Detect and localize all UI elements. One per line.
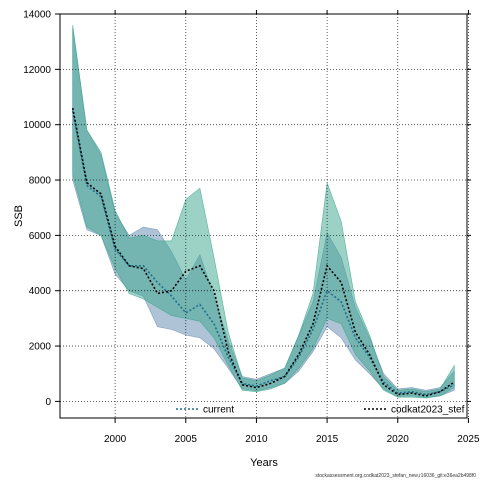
y-tick-label-3: 4000 [29, 286, 52, 297]
legend: current codkat2023_stef [176, 405, 465, 416]
y-tick-label-1: 0 [45, 397, 51, 408]
x-tick-label-1: 2000 [104, 434, 127, 445]
y-tick-label-8: 14000 [23, 10, 51, 21]
x-tick-label-6: 2025 [457, 434, 480, 445]
x-tick-label-2: 2005 [175, 434, 198, 445]
x-tick-label-4: 2015 [316, 434, 339, 445]
x-axis: 2000 2005 2010 2015 2020 2025 [104, 10, 480, 445]
confidence-band-2 [72, 25, 455, 399]
y-axis: 0 2000 4000 6000 8000 10000 12000 14000 [23, 10, 471, 408]
series-line-2 [71, 107, 455, 397]
y-tick-label-4: 6000 [29, 231, 52, 242]
series-line-1 [71, 110, 455, 396]
x-tick-label-5: 2020 [387, 434, 410, 445]
y-tick-label-6: 10000 [23, 120, 51, 131]
x-axis-title: Years [250, 457, 278, 469]
plot-frame [59, 13, 468, 419]
y-axis-title: SSB [13, 205, 25, 227]
grid-lines [60, 13, 469, 418]
confidence-bands [72, 25, 455, 399]
legend-label-1: current [203, 405, 234, 416]
x-tick-label-3: 2010 [245, 434, 268, 445]
confidence-band-1 [72, 27, 455, 398]
y-tick-label-5: 8000 [29, 176, 52, 187]
series-lines [71, 107, 455, 397]
y-tick-label-2: 2000 [29, 342, 52, 353]
credit-text: stockassessment.org,codkat2023_stefan_ne… [315, 473, 476, 479]
legend-label-2: codkat2023_stef [391, 405, 465, 416]
y-tick-label-7: 12000 [23, 65, 51, 76]
